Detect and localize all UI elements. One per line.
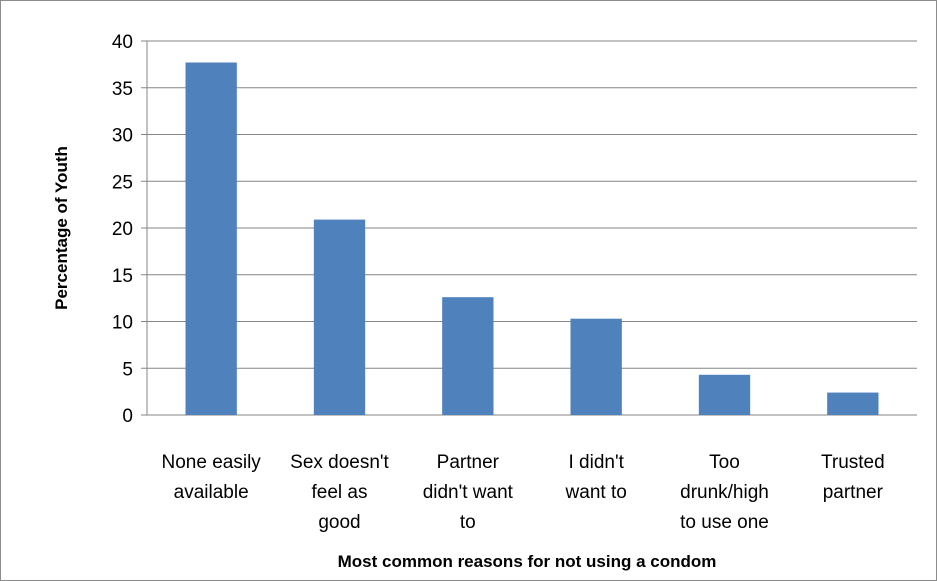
- y-axis-title: Percentage of Youth: [52, 146, 71, 310]
- y-tick-labels: 0 5 10 15 20 25 30 35 40: [112, 32, 133, 427]
- x-category-labels: None easily available Sex doesn't feel as go…: [162, 452, 885, 533]
- x-category-label: Too drunk/high to use one: [680, 452, 769, 533]
- bar: [698, 374, 751, 415]
- x-axis-title: Most common reasons for not using a cond…: [338, 552, 717, 571]
- x-category-label: None easily available: [162, 452, 262, 503]
- y-tick-label: 10: [112, 313, 133, 334]
- y-tick-label: 15: [112, 266, 133, 287]
- bar: [313, 219, 366, 415]
- y-tick-label: 0: [122, 406, 133, 427]
- y-tick-label: 25: [112, 172, 133, 193]
- x-category-label: Trusted partner: [821, 452, 885, 503]
- bar: [827, 392, 879, 415]
- y-tick-label: 40: [112, 32, 133, 53]
- bar: [185, 62, 237, 415]
- gridlines: [141, 40, 917, 416]
- x-category-label: Sex doesn't feel as good: [290, 452, 389, 533]
- y-tick-label: 30: [112, 126, 133, 147]
- x-category-label: I didn't want to: [565, 452, 627, 503]
- bar: [442, 297, 494, 415]
- bar: [570, 318, 622, 415]
- y-tick-label: 20: [112, 219, 133, 240]
- x-category-label: Partner didn't want to: [423, 452, 514, 533]
- y-tick-label: 35: [112, 79, 133, 100]
- bars: [185, 62, 879, 415]
- y-tick-label: 5: [122, 359, 133, 380]
